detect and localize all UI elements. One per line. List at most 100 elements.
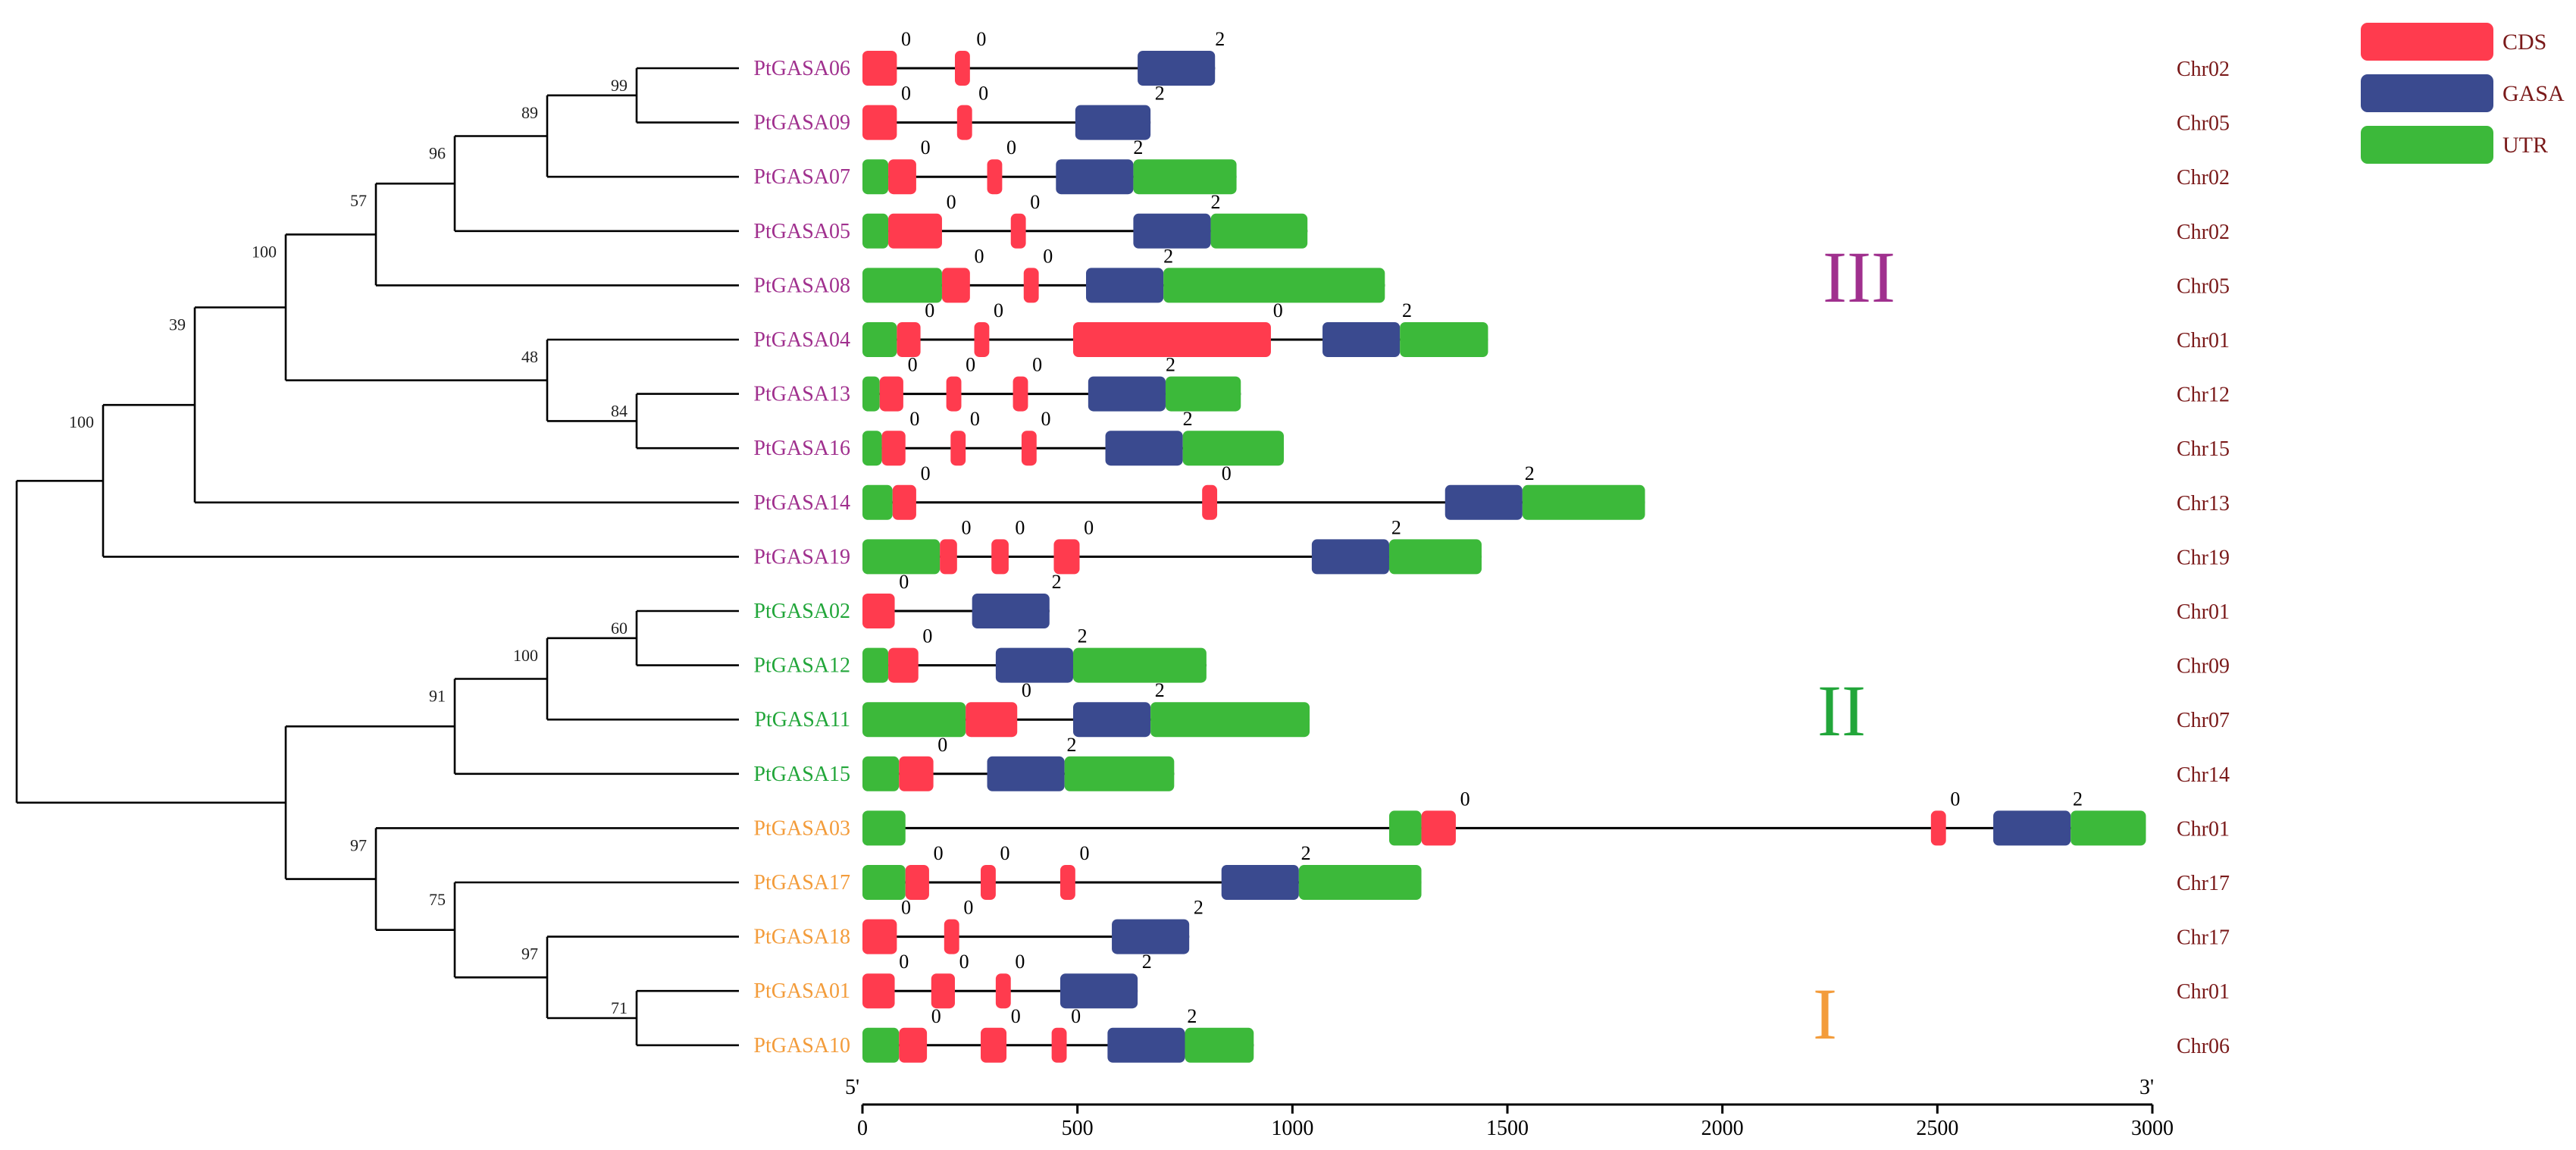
cds-segment: [899, 1027, 928, 1063]
cds-segment: [981, 865, 996, 900]
utr-segment: [862, 539, 941, 575]
gasa-segment: [1075, 105, 1151, 140]
cds-segment: [862, 594, 895, 628]
intron-phase-label: 0: [934, 842, 944, 864]
gasa-segment: [1221, 865, 1299, 900]
utr-segment: [862, 431, 882, 466]
chromosome-label: Chr02: [2177, 58, 2230, 81]
chromosome-label: Chr01: [2177, 817, 2230, 841]
axis-start-label: 5': [845, 1076, 859, 1099]
cds-segment: [881, 431, 906, 466]
intron-phase-label: 0: [966, 354, 975, 376]
gasa-segment: [1322, 322, 1401, 357]
utr-segment: [1388, 810, 1422, 846]
cds-segment: [956, 105, 972, 140]
intron-phase-label: 2: [1194, 897, 1203, 919]
cds-segment: [991, 539, 1009, 575]
chromosome-label: Chr02: [2177, 166, 2230, 190]
cds-segment: [1930, 810, 1946, 846]
intron-phase-label: 0: [937, 734, 947, 756]
utr-segment: [2071, 810, 2146, 846]
intron-phase-label: 0: [901, 28, 911, 50]
intron-phase-label: 0: [978, 83, 988, 105]
intron-phase-label: 0: [1022, 679, 1031, 701]
gene-name-label: PtGASA07: [753, 165, 850, 189]
gene-name-label: PtGASA11: [754, 708, 850, 732]
phylogenetic-tree: [15, 67, 739, 1047]
cds-segment: [974, 322, 990, 357]
gene-name-label: PtGASA06: [753, 57, 850, 80]
intron-phase-label: 0: [976, 28, 986, 50]
utr-segment: [862, 865, 906, 900]
chromosome-label: Chr14: [2177, 763, 2230, 787]
gene-name-label: PtGASA02: [753, 600, 850, 623]
bootstrap-value: 57: [350, 191, 367, 210]
axis-tick-label: 3000: [2131, 1117, 2174, 1140]
utr-segment: [1133, 159, 1237, 195]
group-label: III: [1823, 237, 1895, 318]
gene-name-label: PtGASA08: [753, 274, 850, 297]
chromosome-label: Chr09: [2177, 655, 2230, 678]
intron-phase-label: 2: [1163, 245, 1173, 267]
intron-phase-label: 0: [899, 951, 909, 973]
intron-phase-label: 2: [2073, 788, 2083, 810]
cds-segment: [897, 322, 921, 357]
gasa-segment: [1993, 810, 2071, 846]
intron-phase-label: 2: [1211, 191, 1221, 213]
cds-segment: [940, 539, 957, 575]
utr-segment: [1072, 647, 1207, 683]
gene-name-label: PtGASA05: [753, 220, 850, 243]
cds-segment: [944, 919, 959, 954]
intron-phase-label: 2: [1078, 625, 1088, 647]
intron-phase-label: 2: [1166, 354, 1175, 376]
intron-phase-label: 0: [947, 191, 956, 213]
gene-row: PtGASA08 0 0 2 Chr05: [753, 245, 2230, 303]
intron-phase-label: 0: [1950, 788, 1960, 810]
gene-row: PtGASA06 0 0 2 Chr02: [753, 28, 2230, 86]
intron-phase-label: 0: [931, 1005, 941, 1027]
intron-phase-label: 0: [975, 245, 984, 267]
intron-phase-label: 0: [1084, 516, 1094, 538]
utr-segment: [1163, 268, 1385, 303]
cds-segment: [1202, 484, 1218, 520]
intron-phase-label: 0: [1011, 1005, 1021, 1027]
intron-phase-label: 2: [1215, 28, 1225, 50]
utr-segment: [1165, 376, 1241, 412]
utr-segment: [862, 1027, 900, 1063]
gene-name-label: PtGASA16: [753, 437, 850, 460]
gasa-segment: [1112, 919, 1190, 954]
utr-segment: [1185, 1027, 1254, 1063]
gasa-segment: [1060, 973, 1138, 1009]
gasa-segment: [1445, 484, 1523, 520]
legend: CDS GASA UTR: [2361, 23, 2565, 164]
chromosome-label: Chr15: [2177, 437, 2230, 461]
utr-segment: [1522, 484, 1645, 520]
intron-phase-label: 0: [1043, 245, 1053, 267]
utr-segment: [862, 376, 880, 412]
chromosome-label: Chr06: [2177, 1035, 2230, 1058]
gene-name-label: PtGASA09: [753, 111, 850, 135]
intron-phase-label: 0: [921, 462, 931, 484]
intron-phase-label: 2: [1183, 408, 1193, 430]
chromosome-label: Chr02: [2177, 221, 2230, 244]
gasa-segment: [1072, 702, 1151, 738]
utr-segment: [1388, 539, 1482, 575]
gene-row: PtGASA04 0 0 0 2 Chr01: [753, 299, 2230, 357]
utr-segment: [862, 484, 893, 520]
gene-row: PtGASA05 0 0 2 Chr02: [753, 191, 2230, 249]
legend-label: UTR: [2502, 133, 2548, 158]
utr-segment: [1064, 756, 1175, 791]
gene-row: PtGASA12 0 2 Chr09: [753, 625, 2230, 683]
legend-label: GASA: [2502, 81, 2565, 106]
intron-phase-label: 0: [1071, 1005, 1081, 1027]
cds-segment: [1060, 865, 1075, 900]
gene-name-label: PtGASA03: [753, 816, 850, 840]
gasa-segment: [1056, 159, 1134, 195]
bootstrap-value: 60: [611, 619, 628, 638]
gene-name-label: PtGASA12: [753, 654, 850, 678]
length-axis: 0 500 1000 1500 2000 2500 3000 5' 3': [845, 1076, 2174, 1140]
gene-row: PtGASA16 0 0 0 2 Chr15: [753, 408, 2230, 466]
cds-segment: [862, 51, 897, 86]
gene-name-label: PtGASA13: [753, 383, 850, 406]
